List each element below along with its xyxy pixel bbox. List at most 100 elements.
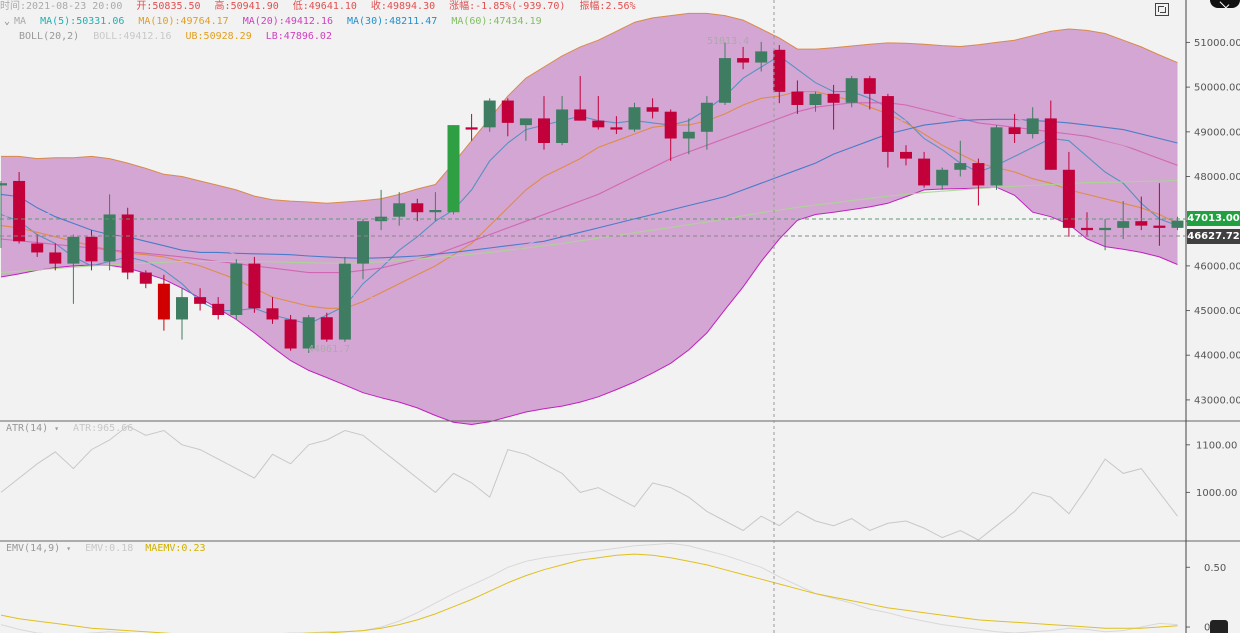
candle xyxy=(447,125,460,215)
candle xyxy=(157,274,170,331)
candle-body xyxy=(791,91,804,105)
candle-body xyxy=(592,120,605,128)
emv-line xyxy=(0,542,1178,633)
candle-body xyxy=(1153,225,1166,228)
candle-body xyxy=(284,319,297,349)
boll-lb-value: LB:47896.02 xyxy=(265,31,332,42)
candle-body xyxy=(954,163,967,170)
candle xyxy=(465,113,478,141)
candle xyxy=(212,297,225,320)
candle-body xyxy=(538,118,550,143)
emv-indicator-name[interactable]: EMV(14,9) xyxy=(6,543,61,554)
candle-body xyxy=(845,78,858,103)
atr-value: ATR:965.66 xyxy=(73,423,134,434)
candle xyxy=(791,80,804,114)
candle xyxy=(936,167,949,190)
candle xyxy=(719,42,731,105)
candle-body xyxy=(248,263,261,309)
maemv-line xyxy=(0,553,1178,633)
candle-body xyxy=(610,127,623,130)
candle-body xyxy=(1117,221,1130,228)
caret-down-icon[interactable]: ▾ xyxy=(54,424,60,433)
boll-mid-line xyxy=(0,114,1178,301)
candle xyxy=(302,315,315,353)
time-label: 时间:2021-08-23 20:00 xyxy=(0,1,123,12)
atr-indicator-name[interactable]: ATR(14) xyxy=(6,423,49,434)
candle xyxy=(827,84,840,130)
candle-body xyxy=(1026,118,1039,135)
price-tick-label: 48000.00 xyxy=(1194,172,1240,183)
candle-body xyxy=(990,127,1003,186)
candle xyxy=(845,75,858,108)
open-label: 开:50835.50 xyxy=(136,1,201,12)
boll-legend: BOLL(20,2) BOLL:49412.16 UB:50928.29 LB:478… xyxy=(19,30,346,44)
candle xyxy=(900,145,912,166)
atr-legend: ATR(14) ▾ ATR:965.66 xyxy=(6,423,133,435)
change-label: 涨幅:-1.85%(-939.70) xyxy=(449,1,566,12)
candle-body xyxy=(1081,227,1093,231)
price-tick-label: 46000.00 xyxy=(1194,261,1240,272)
boll-ub-value: UB:50928.29 xyxy=(185,31,252,42)
collapse-menu-icon[interactable] xyxy=(1210,0,1240,9)
low-annotation: 44061.7 xyxy=(308,344,350,355)
ohlc-info-bar: 时间:2021-08-23 20:00 开:50835.50 高:50941.90 低… xyxy=(0,0,650,14)
fullscreen-icon[interactable] xyxy=(1155,3,1169,16)
price-tick-label: 51000.00 xyxy=(1194,38,1240,49)
ma30-value: MA(30):48211.47 xyxy=(347,16,438,27)
ma60-value: MA(60):47434.19 xyxy=(451,16,542,27)
candle-body xyxy=(519,118,532,126)
candle xyxy=(1135,196,1148,231)
candle-body xyxy=(483,100,496,128)
maemv-value: MAEMV:0.23 xyxy=(145,543,206,554)
candle-body xyxy=(465,127,478,130)
candle xyxy=(610,116,623,135)
price-tick-label: 49000.00 xyxy=(1194,127,1240,138)
price-tick-label: 45000.00 xyxy=(1194,306,1240,317)
candle xyxy=(863,75,876,110)
candle-body xyxy=(67,236,80,264)
candle xyxy=(1081,212,1093,237)
candle-body xyxy=(338,263,351,340)
candle xyxy=(519,118,532,141)
candle-body xyxy=(1099,227,1112,231)
candle-body xyxy=(85,236,98,262)
candle-body xyxy=(556,109,569,143)
price-tick-label: 43000.00 xyxy=(1194,395,1240,406)
candle-body xyxy=(357,221,369,264)
scroll-corner-icon[interactable] xyxy=(1210,620,1228,633)
candle-body xyxy=(719,58,731,103)
candle-body xyxy=(773,49,786,92)
candle xyxy=(139,270,152,289)
caret-down-icon[interactable]: ▾ xyxy=(66,544,72,553)
candle xyxy=(230,259,243,320)
ma30-line xyxy=(0,118,1178,259)
last-price-tag: 47013.00 xyxy=(1187,211,1240,226)
candle-body xyxy=(194,297,207,304)
candle xyxy=(49,243,62,271)
candle xyxy=(737,46,750,70)
candle xyxy=(501,98,514,137)
candle xyxy=(954,140,967,177)
candle xyxy=(338,256,351,342)
chevron-down-icon[interactable]: ⌄ xyxy=(4,16,11,27)
candle xyxy=(194,288,207,311)
candle-body xyxy=(49,252,62,264)
atr-tick-label: 1100.00 xyxy=(1196,440,1237,451)
candle xyxy=(357,218,369,280)
candle xyxy=(1117,201,1130,240)
bollinger-upper-line xyxy=(1,12,1178,204)
candle xyxy=(1008,113,1021,143)
candle xyxy=(67,234,80,304)
candle xyxy=(773,45,786,104)
candle xyxy=(918,151,931,188)
candle-body xyxy=(121,214,134,273)
candle xyxy=(1026,107,1039,139)
candle xyxy=(85,230,98,271)
ma-indicator-name[interactable]: MA xyxy=(14,16,27,27)
candle-body xyxy=(863,78,876,94)
candle xyxy=(755,41,768,72)
boll-indicator-name[interactable]: BOLL(20,2) xyxy=(19,31,80,42)
candle-body xyxy=(176,297,188,320)
